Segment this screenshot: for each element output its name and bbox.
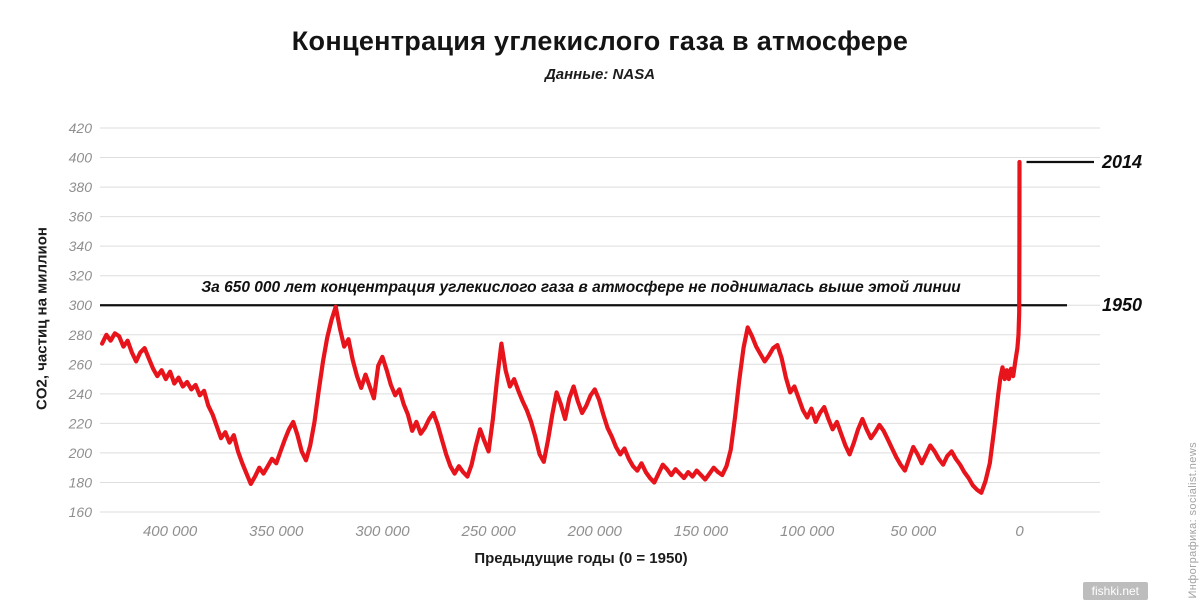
x-tick-label: 150 000 [674, 523, 729, 540]
y-tick-label: 160 [69, 504, 93, 520]
callout-label-1950: 1950 [1102, 295, 1142, 315]
y-tick-label: 300 [69, 297, 93, 313]
chart-subtitle: Данные: NASA [544, 66, 656, 83]
x-tick-label: 200 000 [567, 523, 623, 540]
y-tick-label: 360 [69, 209, 93, 225]
y-tick-label: 240 [68, 386, 93, 402]
co2-series-line [99, 159, 1022, 495]
x-axis-label: Предыдущие годы (0 = 1950) [474, 550, 688, 567]
callout-label-2014: 2014 [1101, 152, 1142, 172]
side-watermark: Инфографика: socialist.news [1187, 442, 1199, 599]
x-tick-label: 400 000 [143, 523, 198, 540]
y-tick-label: 180 [69, 474, 93, 490]
chart-title: Концентрация углекислого газа в атмосфер… [291, 26, 909, 56]
y-tick-label: 340 [69, 238, 93, 254]
x-tick-label: 300 000 [355, 523, 410, 540]
x-tick-label: 350 000 [249, 523, 304, 540]
y-tick-label: 320 [69, 268, 93, 284]
y-tick-label: 400 [69, 150, 93, 166]
x-tick-label: 50 000 [890, 523, 937, 540]
x-tick-label: 100 000 [780, 523, 835, 540]
y-tick-label: 200 [68, 445, 93, 461]
threshold-annotation: За 650 000 лет концентрация углекислого … [201, 279, 961, 296]
x-tick-label: 250 000 [461, 523, 517, 540]
y-tick-label: 260 [68, 356, 93, 372]
y-tick-label: 280 [68, 327, 93, 343]
y-tick-label: 380 [69, 179, 93, 195]
corner-watermark: fishki.net [1082, 582, 1148, 600]
y-tick-label: 420 [69, 120, 93, 136]
x-tick-label: 0 [1015, 523, 1024, 540]
y-tick-label: 220 [68, 415, 93, 431]
